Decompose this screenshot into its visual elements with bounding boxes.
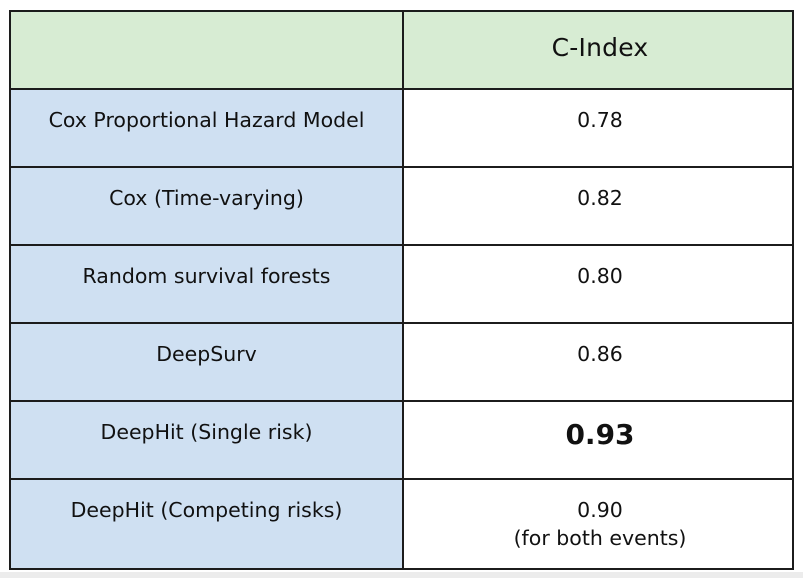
method-label: DeepSurv — [156, 342, 257, 366]
c-index-value: 0.80 — [577, 264, 623, 288]
c-index-value: 0.86 — [577, 342, 623, 366]
method-cell: Cox (Time-varying) — [11, 166, 404, 246]
bottom-shade — [0, 572, 803, 578]
results-table: C-Index Cox Proportional Hazard Model 0.… — [11, 12, 792, 568]
method-label: DeepHit (Single risk) — [100, 420, 313, 444]
value-cell: 0.93 — [402, 400, 792, 480]
table-row: Cox (Time-varying) 0.82 — [11, 166, 792, 246]
method-cell: DeepHit (Competing risks) — [11, 478, 404, 568]
header-empty-cell — [11, 12, 404, 90]
table-row: DeepSurv 0.86 — [11, 322, 792, 402]
c-index-note: (for both events) — [513, 526, 687, 550]
value-cell: 0.86 — [402, 322, 792, 402]
method-label: Random survival forests — [82, 264, 331, 288]
value-cell: 0.78 — [402, 88, 792, 168]
method-label: Cox Proportional Hazard Model — [48, 108, 365, 132]
table-row: DeepHit (Competing risks) 0.90 (for both… — [11, 478, 792, 568]
method-label: Cox (Time-varying) — [109, 186, 304, 210]
table-header-row: C-Index — [11, 12, 792, 90]
header-c-index-label: C-Index — [551, 33, 649, 62]
table-row: DeepHit (Single risk) 0.93 — [11, 400, 792, 480]
method-cell: DeepSurv — [11, 322, 404, 402]
method-cell: DeepHit (Single risk) — [11, 400, 404, 480]
table-row: Cox Proportional Hazard Model 0.78 — [11, 88, 792, 168]
value-cell: 0.80 — [402, 244, 792, 324]
c-index-value: 0.78 — [577, 108, 623, 132]
method-label: DeepHit (Competing risks) — [70, 498, 343, 522]
value-cell: 0.90 (for both events) — [402, 478, 792, 568]
c-index-value: 0.82 — [577, 186, 623, 210]
results-table-frame: C-Index Cox Proportional Hazard Model 0.… — [9, 10, 794, 570]
value-cell: 0.82 — [402, 166, 792, 246]
header-c-index-cell: C-Index — [402, 12, 792, 90]
table-row: Random survival forests 0.80 — [11, 244, 792, 324]
method-cell: Random survival forests — [11, 244, 404, 324]
method-cell: Cox Proportional Hazard Model — [11, 88, 404, 168]
c-index-best-value: 0.93 — [565, 418, 635, 451]
c-index-value: 0.90 — [577, 498, 623, 522]
